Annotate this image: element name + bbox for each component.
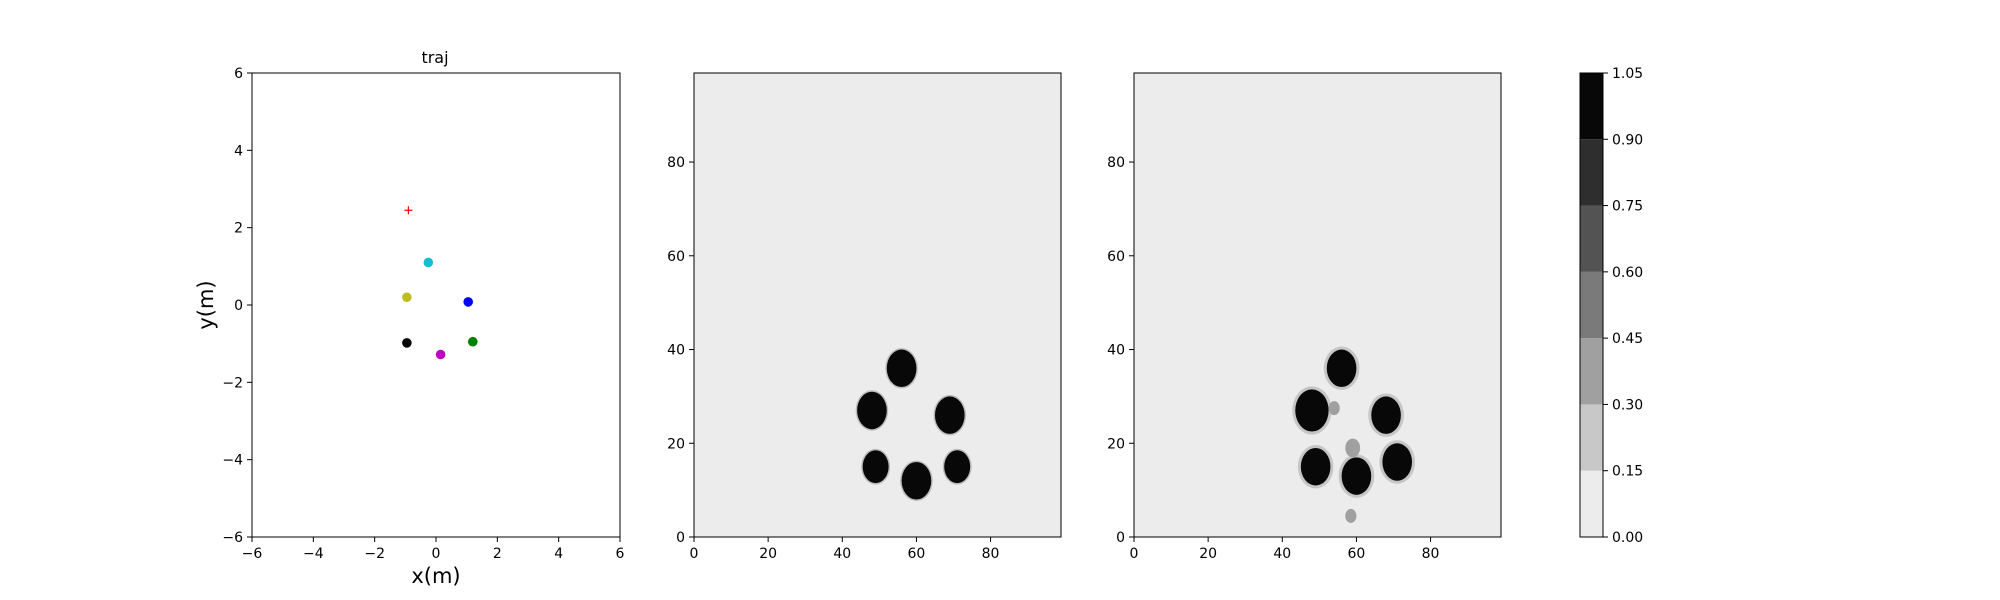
colorbar-tick-label: 0.60 xyxy=(1612,265,1643,281)
trajectory-xtick-label: 2 xyxy=(493,546,502,562)
colorbar-bands xyxy=(1580,73,1603,537)
heatmap-2-ytick-label: 80 xyxy=(1107,155,1125,171)
heatmap-2-xtick-label: 80 xyxy=(1422,546,1440,562)
trajectory-ylabel: y(m) xyxy=(194,280,218,329)
heatmap-1-blobs xyxy=(855,348,972,502)
heatmap-2-xtick-label: 0 xyxy=(1130,546,1139,562)
heatmap-1-xtick-label: 40 xyxy=(833,546,851,562)
trajectory-xtick-label: −6 xyxy=(242,546,263,562)
heatmap-1-blob xyxy=(886,349,917,388)
colorbar-tick-label: 0.90 xyxy=(1612,132,1643,148)
trajectory-ytick-label: 4 xyxy=(234,143,243,159)
trajectory-xtick-label: 4 xyxy=(554,546,563,562)
trajectory-ticks: −6 −4 −2 0 2 4 6 −6 −4 −2 0 2 4 6 xyxy=(222,66,624,562)
trajectory-ytick-label: 0 xyxy=(234,298,243,314)
heatmap-1-blob xyxy=(934,396,965,434)
colorbar-tick-label: 0.00 xyxy=(1612,530,1643,546)
trajectory-target-marker xyxy=(404,206,413,215)
heatmap-1-frame xyxy=(693,72,1062,538)
heatmap-2-blob xyxy=(1341,457,1372,495)
heatmap-1-ytick-label: 80 xyxy=(667,155,685,171)
colorbar-tick-label: 0.75 xyxy=(1612,199,1643,215)
heatmap-2-xtick-label: 20 xyxy=(1199,546,1217,562)
heatmap-1-xtick-label: 0 xyxy=(690,546,699,562)
heatmap-1-ytick-label: 60 xyxy=(667,249,685,265)
heatmap-2-ticks: 0 20 40 60 80 0 20 40 60 80 xyxy=(1107,155,1439,562)
trajectory-xtick-label: 0 xyxy=(432,546,441,562)
heatmap-1-xtick-label: 80 xyxy=(982,546,1000,562)
heatmap-1-xtick-label: 60 xyxy=(908,546,926,562)
trajectory-ytick-label: 6 xyxy=(234,66,243,82)
colorbar-band xyxy=(1580,338,1603,405)
trajectory-point xyxy=(402,292,412,303)
trajectory-panel: traj −6 −4 −2 0 2 4 6 −6 −4 −2 0 2 4 6 x(m) y(m) xyxy=(194,48,625,588)
heatmap-1-blob xyxy=(901,462,932,500)
colorbar-band xyxy=(1580,470,1603,537)
colorbar-tick-label: 0.45 xyxy=(1612,331,1643,347)
colorbar-ticks: 0.00 0.15 0.30 0.45 0.60 0.75 0.90 1.05 xyxy=(1603,66,1643,546)
heatmap-1-ytick-label: 40 xyxy=(667,343,685,359)
trajectory-xlabel: x(m) xyxy=(411,564,460,588)
colorbar-tick-label: 0.15 xyxy=(1612,464,1643,480)
trajectory-ytick-label: −4 xyxy=(222,453,243,469)
heatmap-2-ytick-label: 20 xyxy=(1107,436,1125,452)
trajectory-ytick-label: −6 xyxy=(222,530,243,546)
colorbar-band xyxy=(1580,271,1603,339)
trajectory-point xyxy=(468,336,478,347)
trajectory-plot-area xyxy=(251,72,621,538)
colorbar: 0.00 0.15 0.30 0.45 0.60 0.75 0.90 1.05 xyxy=(1579,66,1643,546)
heatmap-2-blob xyxy=(1300,447,1331,486)
heatmap-2-ytick-label: 60 xyxy=(1107,249,1125,265)
heatmap-2-blob xyxy=(1328,401,1340,416)
trajectory-point xyxy=(423,257,434,268)
colorbar-band xyxy=(1580,139,1603,206)
colorbar-tick-label: 0.30 xyxy=(1612,397,1643,413)
heatmap-2-blobs xyxy=(1292,346,1416,523)
trajectory-point xyxy=(463,297,474,307)
colorbar-frame xyxy=(1579,72,1604,538)
trajectory-xtick-label: −4 xyxy=(303,546,324,562)
colorbar-band xyxy=(1580,73,1603,140)
heatmap-2-ytick-label: 0 xyxy=(1116,530,1125,546)
heatmap-2-blob xyxy=(1371,396,1401,434)
trajectory-ytick-label: 2 xyxy=(234,221,243,237)
heatmap-2-blob xyxy=(1326,349,1357,388)
heatmap-2-blob xyxy=(1382,443,1413,481)
heatmap-2-blob xyxy=(1345,508,1357,523)
trajectory-title: traj xyxy=(421,48,448,67)
trajectory-point xyxy=(402,338,412,348)
heatmap-panel-2: 0 20 40 60 80 0 20 40 60 80 xyxy=(1107,72,1502,562)
trajectory-points xyxy=(402,206,478,360)
heatmap-2-xtick-label: 60 xyxy=(1348,546,1366,562)
heatmap-1-blob xyxy=(857,391,887,430)
heatmap-1-blob xyxy=(862,450,889,484)
heatmap-2-frame xyxy=(1133,72,1502,538)
heatmap-1-ytick-label: 20 xyxy=(667,436,685,452)
trajectory-point xyxy=(435,349,446,360)
colorbar-tick-label: 1.05 xyxy=(1612,66,1643,82)
colorbar-band xyxy=(1580,404,1603,471)
colorbar-band xyxy=(1580,205,1603,272)
heatmap-panel-1: 0 20 40 60 80 0 20 40 60 80 xyxy=(667,72,1062,562)
trajectory-xtick-label: −2 xyxy=(364,546,385,562)
heatmap-1-ticks: 0 20 40 60 80 0 20 40 60 80 xyxy=(667,155,999,562)
heatmap-1-xtick-label: 20 xyxy=(759,546,777,562)
heatmap-2-xtick-label: 40 xyxy=(1273,546,1291,562)
heatmap-2-blob xyxy=(1295,389,1329,432)
heatmap-2-ytick-label: 40 xyxy=(1107,343,1125,359)
heatmap-1-ytick-label: 0 xyxy=(676,530,685,546)
trajectory-xtick-label: 6 xyxy=(616,546,625,562)
heatmap-1-blob xyxy=(944,450,971,484)
trajectory-ytick-label: −2 xyxy=(222,375,243,391)
heatmap-2-blob xyxy=(1345,438,1361,458)
